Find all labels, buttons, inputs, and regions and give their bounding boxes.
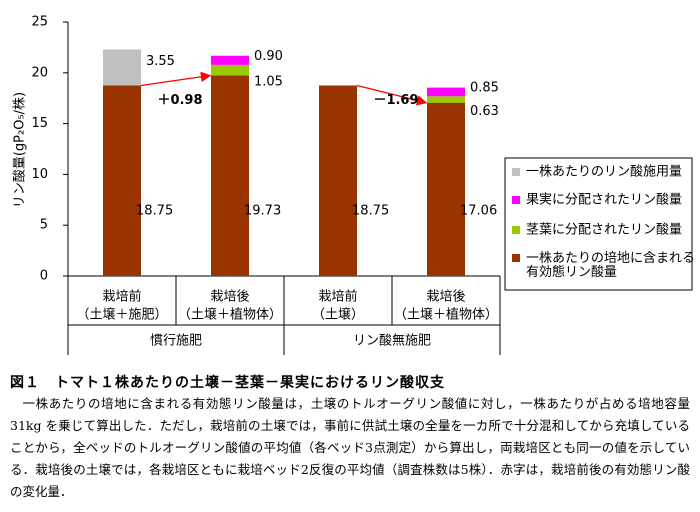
value-label: 17.06 (460, 203, 497, 218)
group-label: リン酸無施肥 (353, 334, 431, 349)
x-tick-label: （土壌＋植物体） (394, 308, 498, 323)
y-tick-label: 20 (31, 65, 48, 80)
value-label: 3.55 (146, 54, 175, 69)
value-label: 0.90 (254, 49, 283, 64)
legend-swatch (512, 226, 520, 234)
y-axis-label: リン酸量(gP₂O₅/株) (13, 92, 28, 208)
value-label: 1.05 (254, 75, 283, 90)
value-label: 19.73 (244, 203, 281, 218)
bar-segment (427, 87, 465, 97)
x-tick-label: （土壌） (312, 308, 364, 323)
bar-segment (103, 49, 141, 86)
legend-label: 一株あたりのリン酸施用量 (526, 165, 682, 180)
x-tick-label: （土壌＋植物体） (178, 308, 282, 323)
legend-label: 一株あたりの培地に含まれる有効態リン酸量 (526, 250, 695, 280)
x-tick-label: 栽培前 (102, 289, 141, 305)
bar-segment (103, 85, 141, 276)
change-arrow (356, 84, 428, 106)
x-tick-label: 栽培後 (210, 289, 249, 305)
bar-segment (211, 75, 249, 276)
chart: リン酸量(gP₂O₅/株) 0 5 10 15 20 25 栽培前 （土壌＋施肥） 栽培後 （土壌… (13, 15, 695, 355)
value-label: 18.75 (136, 203, 173, 218)
value-label: 0.63 (470, 104, 499, 119)
bar-segment (211, 64, 249, 76)
legend-box (504, 157, 693, 291)
x-tick-label: 栽培前 (318, 289, 357, 305)
y-tick-label: 0 (40, 269, 48, 284)
bar-segment (319, 85, 357, 276)
bar-segment (211, 55, 249, 65)
value-label: 0.85 (470, 80, 499, 95)
x-tick-label: 栽培後 (426, 289, 465, 305)
x-tick-label: （土壌＋施肥） (76, 308, 167, 323)
y-tick-label: 5 (40, 218, 48, 233)
value-label: 18.75 (352, 203, 389, 218)
annotation: －1.69 (373, 93, 418, 108)
legend-label: 茎葉に分配されたリン酸量 (526, 223, 682, 238)
legend-swatch (512, 168, 520, 176)
bar-segment (427, 96, 465, 103)
y-tick-label: 25 (31, 15, 48, 30)
y-tick-label: 10 (31, 167, 48, 182)
change-arrow (140, 71, 212, 87)
annotation: ＋0.98 (157, 93, 202, 108)
group-label: 慣行施肥 (150, 333, 202, 349)
legend-swatch (512, 196, 520, 204)
legend-label: 果実に分配されたリン酸量 (526, 192, 682, 208)
bar-segment (427, 102, 465, 276)
legend-swatch (512, 254, 520, 262)
caption-body: 一株あたりの培地に含まれる有効態リン酸量は，土壌のトルオーグリン酸値に対し，一株… (10, 396, 690, 499)
caption-title: 図１ トマト１株あたりの土壌－茎葉－果実におけるリン酸収支 (10, 375, 445, 391)
y-tick-label: 15 (31, 116, 48, 131)
